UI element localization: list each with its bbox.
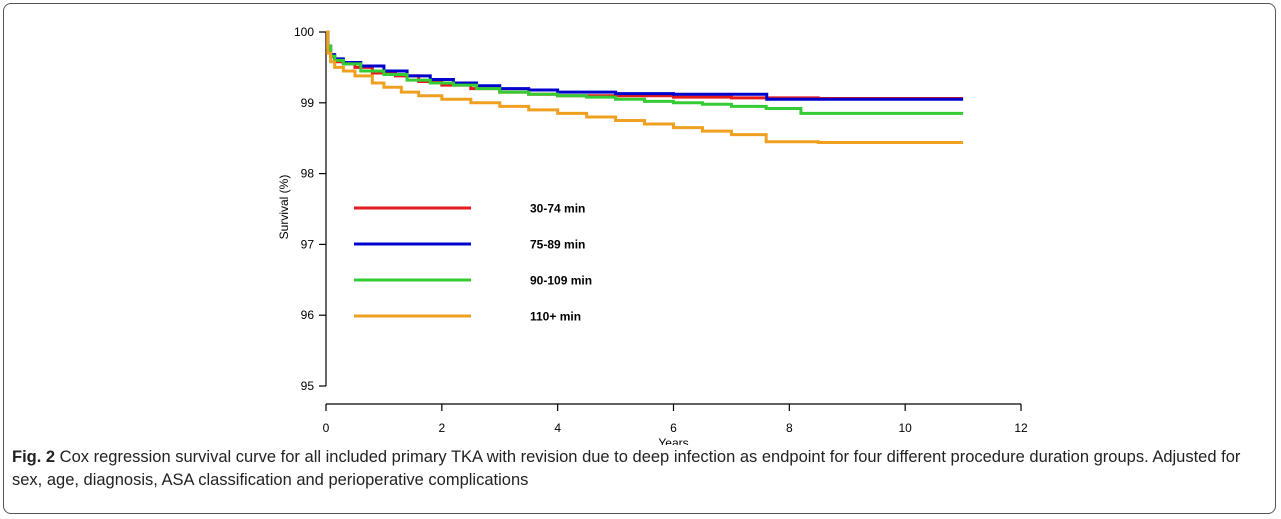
x-tick-label: 6 <box>670 421 677 435</box>
x-tick-label: 8 <box>786 421 793 435</box>
y-tick-label: 100 <box>294 25 314 39</box>
y-tick-label: 98 <box>301 167 315 181</box>
legend-label: 30-74 min <box>530 202 585 216</box>
y-tick-label: 97 <box>301 237 315 251</box>
legend-label: 90-109 min <box>530 274 592 288</box>
series-line-110-min <box>326 30 964 144</box>
caption-label: Fig. 2 <box>12 448 56 466</box>
y-tick-label: 99 <box>301 96 315 110</box>
series-layer <box>326 30 964 144</box>
series-line-75-89-min <box>326 30 964 101</box>
series-line-90-109-min <box>326 30 964 115</box>
legend-label: 75-89 min <box>530 238 585 252</box>
figure-frame <box>3 3 1276 514</box>
chart-axes: 95 96 97 98 99 100 0 2 4 6 8 10 12 Years Survival (%) <box>277 25 1028 445</box>
x-tick-label: 4 <box>554 421 561 435</box>
x-tick-label: 0 <box>323 421 330 435</box>
y-tick-label: 96 <box>301 308 315 322</box>
series-line-30-74-min <box>326 30 964 101</box>
x-axis-title: Years <box>658 436 688 445</box>
legend-label: 110+ min <box>530 310 581 324</box>
y-tick-label: 95 <box>301 379 315 393</box>
x-tick-label: 12 <box>1014 421 1028 435</box>
caption-text: Cox regression survival curve for all in… <box>12 448 1241 489</box>
figure-caption: Fig. 2 Cox regression survival curve for… <box>12 446 1267 491</box>
x-tick-label: 2 <box>438 421 445 435</box>
y-axis-title: Survival (%) <box>277 175 291 240</box>
x-tick-label: 10 <box>898 421 912 435</box>
chart-legend: 30-74 min 75-89 min 90-109 min 110+ min <box>354 202 592 324</box>
